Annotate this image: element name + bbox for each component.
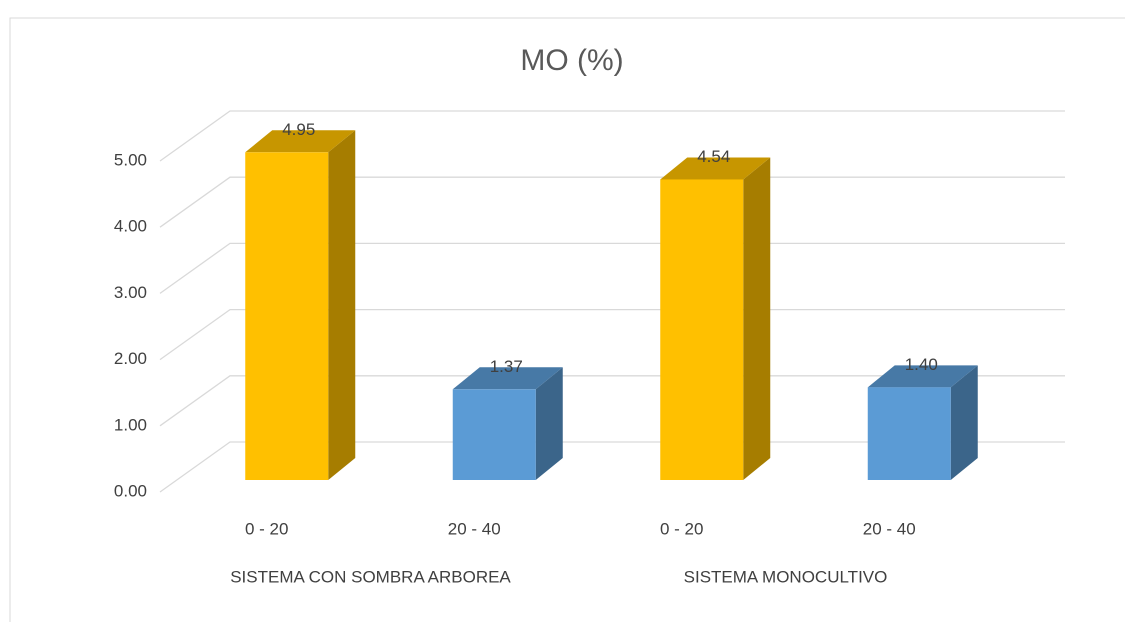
chart-title: MO (%) — [520, 44, 623, 77]
bar-top — [452, 367, 563, 390]
bar-side — [328, 130, 356, 480]
bar — [245, 152, 329, 480]
bar-top — [245, 130, 356, 153]
grid-line — [159, 308, 1065, 361]
y-tick-label: 0.00 — [114, 481, 147, 500]
y-tick-label: 5.00 — [114, 150, 147, 169]
grid-line — [159, 375, 1065, 427]
value-label: 4.95 — [282, 120, 315, 139]
grid-line — [159, 176, 1065, 228]
value-label: 1.40 — [905, 355, 938, 374]
y-tick-label: 1.00 — [114, 415, 147, 434]
x-tick-label: 0 - 20 — [660, 519, 703, 538]
bar-side — [535, 367, 563, 480]
x-tick-label: 20 - 40 — [448, 519, 501, 538]
grid-line — [159, 242, 1065, 294]
y-tick-label: 2.00 — [114, 349, 147, 368]
bar-side — [743, 157, 771, 480]
x-tick-label: 0 - 20 — [245, 519, 288, 538]
x-tick-label: 20 - 40 — [863, 519, 916, 538]
bar — [867, 387, 951, 480]
y-tick-label: 4.00 — [114, 217, 147, 236]
bar-top — [660, 157, 771, 180]
group-label: SISTEMA CON SOMBRA ARBOREA — [230, 567, 511, 586]
bar-side — [950, 365, 978, 480]
bar — [452, 389, 536, 480]
grid-line — [159, 441, 1065, 493]
value-label: 1.37 — [490, 357, 523, 376]
y-tick-label: 3.00 — [114, 283, 147, 302]
value-label: 4.54 — [697, 147, 730, 166]
bar-top — [867, 365, 978, 388]
bar — [660, 179, 744, 480]
chart-frame — [9, 17, 1125, 622]
grid-line — [159, 110, 1065, 162]
group-label: SISTEMA MONOCULTIVO — [684, 567, 888, 586]
